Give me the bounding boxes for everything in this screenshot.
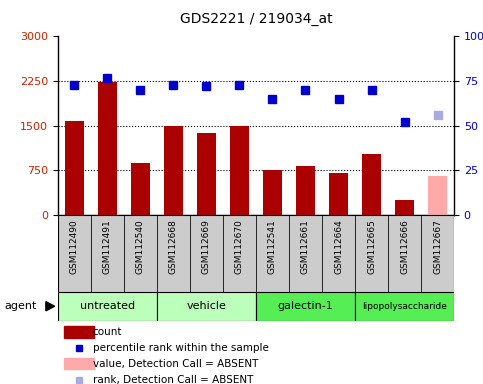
Bar bbox=[355, 292, 454, 321]
Bar bbox=[64, 358, 94, 369]
Text: GSM112664: GSM112664 bbox=[334, 219, 343, 274]
Text: GDS2221 / 219034_at: GDS2221 / 219034_at bbox=[180, 12, 332, 25]
Text: percentile rank within the sample: percentile rank within the sample bbox=[93, 343, 269, 353]
Bar bbox=[256, 292, 355, 321]
Text: GSM112669: GSM112669 bbox=[202, 219, 211, 274]
Bar bbox=[130, 163, 150, 215]
Text: GSM112668: GSM112668 bbox=[169, 219, 178, 274]
Bar bbox=[263, 170, 283, 215]
Text: GSM112670: GSM112670 bbox=[235, 219, 244, 274]
Text: count: count bbox=[93, 327, 122, 337]
Polygon shape bbox=[46, 302, 55, 311]
Text: GSM112667: GSM112667 bbox=[433, 219, 442, 274]
Text: galectin-1: galectin-1 bbox=[278, 301, 333, 311]
Bar bbox=[164, 126, 184, 215]
Bar bbox=[98, 82, 117, 215]
Bar bbox=[322, 215, 355, 292]
Text: GSM112490: GSM112490 bbox=[70, 219, 79, 274]
Bar bbox=[328, 173, 348, 215]
Bar bbox=[427, 176, 447, 215]
Bar bbox=[124, 215, 157, 292]
Bar bbox=[296, 166, 315, 215]
Text: value, Detection Call = ABSENT: value, Detection Call = ABSENT bbox=[93, 359, 258, 369]
Text: GSM112540: GSM112540 bbox=[136, 219, 145, 274]
Text: GSM112661: GSM112661 bbox=[301, 219, 310, 274]
Bar bbox=[65, 121, 85, 215]
Text: rank, Detection Call = ABSENT: rank, Detection Call = ABSENT bbox=[93, 374, 253, 384]
Text: GSM112665: GSM112665 bbox=[367, 219, 376, 274]
Bar bbox=[395, 200, 414, 215]
Text: vehicle: vehicle bbox=[186, 301, 227, 311]
Bar bbox=[388, 215, 421, 292]
Bar bbox=[362, 154, 382, 215]
Text: GSM112491: GSM112491 bbox=[103, 219, 112, 274]
Bar bbox=[58, 292, 157, 321]
Bar bbox=[256, 215, 289, 292]
Bar bbox=[58, 215, 91, 292]
Bar bbox=[157, 215, 190, 292]
Bar bbox=[223, 215, 256, 292]
Bar bbox=[157, 292, 256, 321]
Bar bbox=[289, 215, 322, 292]
Bar bbox=[64, 326, 94, 338]
Bar bbox=[197, 133, 216, 215]
Bar bbox=[190, 215, 223, 292]
Bar bbox=[355, 215, 388, 292]
Text: lipopolysaccharide: lipopolysaccharide bbox=[362, 302, 447, 311]
Bar bbox=[91, 215, 124, 292]
Bar bbox=[421, 215, 454, 292]
Text: agent: agent bbox=[5, 301, 37, 311]
Text: GSM112541: GSM112541 bbox=[268, 219, 277, 274]
Text: untreated: untreated bbox=[80, 301, 135, 311]
Text: GSM112666: GSM112666 bbox=[400, 219, 409, 274]
Bar bbox=[229, 126, 249, 215]
